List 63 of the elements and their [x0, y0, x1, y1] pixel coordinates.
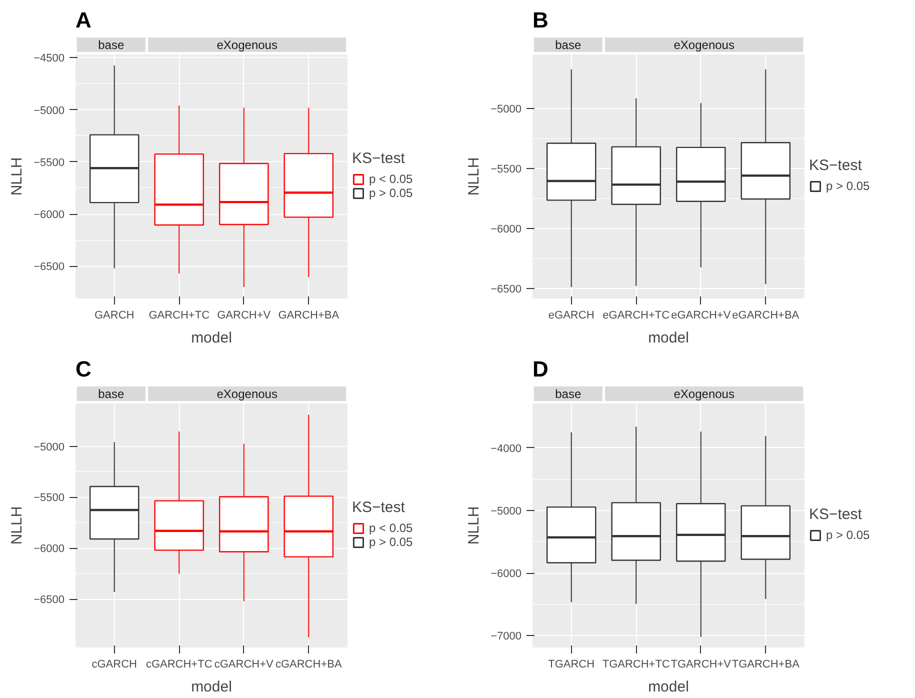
legend-title: KS−test [809, 506, 863, 522]
text: base [555, 38, 582, 52]
text: eXogenous [674, 387, 734, 401]
text: eXogenous [216, 387, 278, 401]
y-tick-label: −5000 [490, 505, 522, 518]
chart-title: C [76, 356, 92, 382]
y-tick-label: −6500 [490, 283, 522, 296]
y-axis-title: NLLH [466, 506, 483, 545]
x-tick-label: cGARCH [92, 658, 138, 670]
y-axis-title: NLLH [8, 157, 26, 196]
y-tick-label: −6000 [34, 543, 65, 556]
y-tick-label: −5500 [34, 156, 65, 169]
x-tick-label: TGARCH+BA [732, 658, 800, 670]
y-tick-label: −6000 [34, 209, 65, 222]
legend-title: KS−test [352, 498, 406, 516]
y-tick-label: −6000 [490, 568, 522, 580]
y-tick-label: −6000 [490, 223, 522, 236]
text: base [98, 387, 124, 401]
legend-title: KS−test [809, 156, 863, 174]
chart-title: B [532, 8, 548, 32]
chart-title: A [76, 8, 92, 32]
x-tick-label: cGARCH+TC [146, 658, 212, 670]
y-tick-label: −5500 [490, 163, 522, 176]
y-tick-label: −6500 [34, 594, 65, 606]
x-axis-title: model [648, 678, 689, 696]
x-tick-label: eGARCH+V [671, 310, 732, 322]
y-tick-label: −5000 [34, 441, 65, 454]
x-tick-label: eGARCH [548, 310, 594, 322]
x-tick-label: GARCH+BA [278, 310, 340, 322]
y-tick-label: −6500 [34, 261, 65, 274]
legend-label: p > 0.05 [826, 528, 870, 542]
y-tick-label: −4500 [34, 52, 65, 65]
x-axis-title: model [648, 330, 689, 346]
y-tick-label: −5000 [34, 104, 65, 117]
x-tick-label: GARCH+TC [148, 310, 210, 322]
x-tick-label: TGARCH+TC [602, 658, 670, 670]
text: base [555, 387, 582, 401]
y-tick-label: −4000 [490, 442, 522, 455]
text: eXogenous [674, 38, 734, 52]
y-tick-label: −5500 [34, 492, 65, 504]
x-tick-label: GARCH+V [217, 310, 272, 322]
y-axis-title: NLLH [466, 157, 483, 196]
x-tick-label: eGARCH+BA [732, 310, 800, 322]
y-tick-label: −7000 [490, 630, 522, 643]
x-tick-label: cGARCH+BA [275, 658, 342, 670]
y-axis-title: NLLH [8, 506, 26, 545]
x-tick-label: TGARCH+V [670, 658, 732, 670]
x-tick-label: GARCH [94, 310, 134, 322]
legend-label: p < 0.05 [369, 520, 413, 534]
legend-label: p < 0.05 [369, 172, 413, 186]
x-tick-label: TGARCH [548, 658, 595, 670]
chart-title: D [532, 356, 548, 382]
legend-label: p > 0.05 [369, 186, 413, 200]
legend-label: p > 0.05 [369, 534, 413, 548]
x-axis-title: model [191, 330, 232, 346]
y-tick-label: −5000 [490, 103, 522, 116]
legend-title: KS−test [352, 150, 406, 166]
x-tick-label: eGARCH+TC [602, 310, 670, 322]
x-tick-label: cGARCH+V [214, 658, 274, 670]
text: eXogenous [216, 38, 278, 52]
legend-label: p > 0.05 [826, 178, 870, 192]
text: base [98, 38, 124, 52]
x-axis-title: model [191, 678, 232, 696]
